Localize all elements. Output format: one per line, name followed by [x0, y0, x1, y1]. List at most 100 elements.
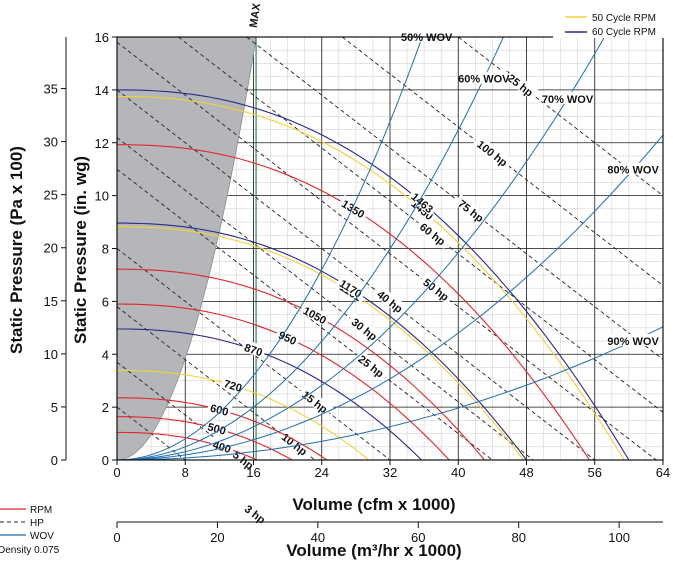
wov-curve-70-wov [116, 36, 605, 461]
hp-label-100-hp-bg [472, 134, 514, 171]
max-resistance-label: MAX RESISTANCE CURVE [248, 0, 281, 29]
y-tick-label-0: 0 [102, 453, 109, 468]
hp-label-30-hp-bg [347, 312, 383, 345]
wov-label-50-wov-bg [402, 30, 452, 42]
x2-tick-label-80: 80 [511, 530, 525, 545]
y-tick-label-14: 14 [95, 83, 109, 98]
rpm-label-600-group: 600 [206, 399, 233, 419]
wov-label-90-wov: 90% WOV [607, 336, 659, 348]
rpm-label-400-bg [209, 436, 236, 455]
hp-label-25-hp-bg [353, 349, 390, 382]
x-tick-label-8: 8 [182, 465, 189, 480]
rpm-curve-1161 [117, 226, 524, 461]
y2-tick-label-20: 20 [44, 241, 58, 256]
wov-label-70-wov-group: 70% WOV [542, 91, 594, 106]
y2-tick-label-10: 10 [44, 347, 58, 362]
hp-curve-15-hp [116, 248, 391, 461]
hp-curve-25-hp [116, 168, 493, 461]
rpm-label-950-bg [274, 326, 302, 348]
wov-curve-60-wov [116, 36, 504, 461]
y2-tick-label-15: 15 [44, 294, 58, 309]
x-tick-label-0: 0 [113, 465, 120, 480]
rpm-curve-1050 [117, 268, 485, 461]
hp-label-60-hp-bg [415, 217, 452, 249]
wov-curve-50-wov [116, 36, 423, 461]
legend-label-wov: WOV [30, 531, 54, 542]
x-tick-label-32: 32 [383, 465, 397, 480]
rpm-label-500: 500 [206, 421, 227, 437]
hp-label-3-hp-group: 3 hp [240, 499, 272, 528]
wov-label-60-wov-bg [459, 71, 509, 84]
hp-curve-100-hp [341, 36, 664, 286]
x2-tick-label-40: 40 [311, 530, 325, 545]
rpm-label-1050-bg [299, 302, 332, 327]
wov-curves-layer: 50% WOV 60% WOV 70% WOV 80% WOV 90% WOV [116, 30, 664, 461]
rpm-curve-870 [117, 328, 422, 461]
wov-label-70-wov-bg [543, 91, 592, 104]
rpm-label-600-bg [206, 399, 233, 418]
wov-label-80-wov: 80% WOV [607, 165, 659, 177]
hp-label-50-hp-bg [418, 272, 455, 305]
rpm-label-720-bg [220, 375, 247, 394]
hp-curve-50-hp [116, 41, 657, 461]
y-tick-label-6: 6 [102, 294, 109, 309]
x-axis-secondary-title: Volume (m³/hr x 1000) [286, 541, 461, 560]
rpm-curve-1170 [117, 222, 527, 461]
hp-curve-30-hp [116, 137, 534, 461]
hp-curve-40-hp [116, 89, 596, 461]
rpm-label-870-bg [240, 339, 267, 359]
y2-tick-label-5: 5 [51, 400, 58, 415]
legend-top: 50 Cycle RPM 60 Cycle RPM [553, 6, 669, 38]
x-tick-label-40: 40 [451, 465, 465, 480]
wov-label-60-wov: 60% WOV [458, 74, 510, 86]
rpm-label-720: 720 [222, 378, 243, 395]
legend-label-rpm: RPM [30, 505, 52, 516]
y2-tick-label-25: 25 [44, 188, 58, 203]
wov-label-90-wov-group: 90% WOV [607, 334, 659, 348]
wov-label-80-wov-bg [608, 162, 658, 175]
wov-label-50-wov-group: 50% WOV [401, 30, 453, 44]
rpm-label-1463-bg [407, 187, 439, 217]
hp-curve-125-hp [458, 36, 664, 196]
rpm-curve-1450 [116, 95, 625, 461]
y-axis-title: Static Pressure (in. wg) [71, 156, 90, 344]
x-tick-label-16: 16 [246, 465, 260, 480]
legend-density-note: Density 0.075 [0, 545, 60, 556]
wov-curve-90-wov [116, 326, 664, 461]
legend-label-50-cycle: 50 Cycle RPM [592, 13, 656, 24]
rpm-label-500-bg [204, 418, 230, 437]
y2-tick-label-35: 35 [44, 82, 58, 97]
rpm-label-720-group: 720 [220, 375, 247, 395]
rpm-curve-1463 [117, 89, 630, 461]
wov-label-70-wov: 70% WOV [542, 94, 594, 106]
hp-label-15-hp-bg [297, 385, 334, 417]
x-tick-label-64: 64 [656, 465, 670, 480]
y2-tick-label-0: 0 [51, 453, 58, 468]
y-tick-label-4: 4 [102, 347, 109, 362]
rpm-label-870: 870 [243, 342, 264, 359]
wov-label-80-wov-group: 80% WOV [607, 162, 659, 177]
wov-label-50-wov: 50% WOV [401, 32, 453, 44]
legend-label-60-cycle: 60 Cycle RPM [592, 27, 656, 38]
rpm-label-600: 600 [209, 402, 230, 418]
rpm-label-1350-bg [338, 195, 370, 221]
max-resistance-region [116, 36, 257, 461]
x-axis-title: Volume (cfm x 1000) [292, 495, 455, 514]
legend-bottom: RPM HP WOV Density 0.075 [0, 505, 60, 556]
y-tick-label-16: 16 [95, 30, 109, 45]
y-tick-label-8: 8 [102, 242, 109, 257]
x2-tick-label-100: 100 [608, 530, 630, 545]
y-tick-label-2: 2 [102, 400, 109, 415]
hp-label-75-hp-bg [453, 194, 490, 226]
hp-label-40-hp-bg [372, 284, 409, 317]
x-tick-label-56: 56 [588, 465, 602, 480]
wov-label-60-wov-group: 60% WOV [458, 71, 510, 86]
x2-tick-label-0: 0 [113, 530, 120, 545]
hp-label-5-hp-bg [228, 445, 260, 474]
wov-label-90-wov-bg [608, 334, 658, 346]
hp-curve-75-hp [246, 36, 664, 360]
y-tick-label-10: 10 [95, 189, 109, 204]
